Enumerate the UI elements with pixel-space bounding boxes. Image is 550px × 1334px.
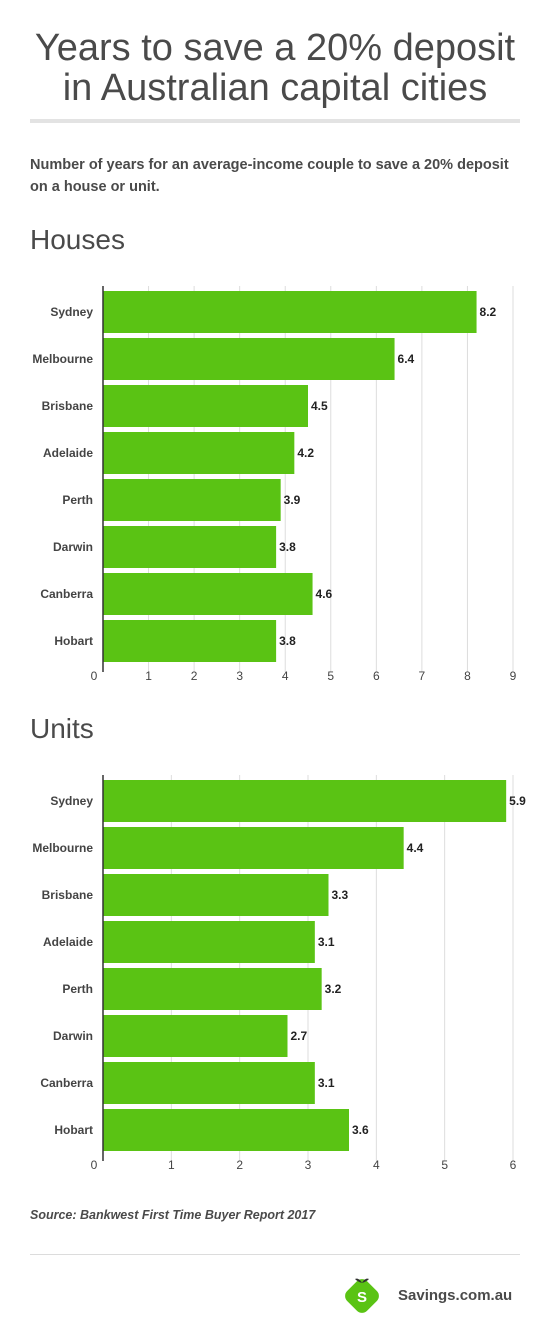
houses-value-label: 4.5 — [311, 399, 328, 413]
houses-bar-darwin — [103, 526, 277, 568]
units-x-tick-label: 0 — [91, 1158, 98, 1172]
houses-x-tick-label: 6 — [373, 669, 380, 683]
units-category-label: Hobart — [54, 1123, 93, 1137]
houses-value-label: 3.9 — [284, 493, 301, 507]
houses-x-tick-label: 8 — [464, 669, 471, 683]
houses-bar-hobart — [103, 620, 277, 662]
houses-heading: Houses — [30, 224, 125, 255]
units-category-label: Darwin — [53, 1029, 93, 1043]
units-x-tick-label: 5 — [441, 1158, 448, 1172]
houses-value-label: 4.6 — [316, 587, 333, 601]
logo-letter: S — [357, 1289, 367, 1306]
houses-bar-brisbane — [103, 385, 308, 427]
units-category-label: Sydney — [50, 794, 93, 808]
houses-category-label: Brisbane — [42, 399, 94, 413]
units-category-label: Adelaide — [43, 935, 93, 949]
houses-category-label: Canberra — [40, 587, 93, 601]
brand-name: Savings.com.au — [398, 1287, 513, 1304]
units-x-tick-label: 1 — [168, 1158, 175, 1172]
units-value-label: 3.1 — [318, 1076, 335, 1090]
units-value-label: 3.2 — [325, 982, 342, 996]
houses-value-label: 3.8 — [279, 634, 296, 648]
units-value-label: 2.7 — [291, 1029, 308, 1043]
units-x-tick-label: 6 — [510, 1158, 517, 1172]
houses-category-label: Perth — [62, 493, 93, 507]
units-value-label: 3.3 — [332, 888, 349, 902]
houses-x-tick-label: 7 — [419, 669, 426, 683]
houses-bar-adelaide — [103, 432, 295, 474]
houses-x-tick-label: 3 — [236, 669, 243, 683]
houses-x-tick-label: 9 — [510, 669, 517, 683]
footer-divider — [30, 1254, 520, 1255]
units-value-label: 4.4 — [407, 841, 424, 855]
houses-category-label: Melbourne — [32, 352, 93, 366]
houses-x-tick-label: 4 — [282, 669, 289, 683]
units-bar-sydney — [103, 780, 507, 822]
units-value-label: 3.6 — [352, 1123, 369, 1137]
savings-logo-icon: S — [345, 1278, 379, 1313]
units-bar-darwin — [103, 1015, 288, 1057]
houses-chart: 0 1 2 3 4 5 6 7 8 9 Sydney 8.2 Melbourne 6.4 Brisbane 4… — [32, 286, 517, 683]
houses-value-label: 4.2 — [297, 446, 314, 460]
units-category-label: Melbourne — [32, 841, 93, 855]
houses-category-label: Adelaide — [43, 446, 93, 460]
title-divider — [30, 119, 520, 123]
units-bar-perth — [103, 968, 322, 1010]
houses-category-label: Darwin — [53, 540, 93, 554]
units-bar-canberra — [103, 1062, 315, 1104]
units-bar-hobart — [103, 1109, 349, 1151]
houses-bar-sydney — [103, 291, 477, 333]
subtitle: Number of years for an average-income co… — [30, 157, 509, 195]
houses-x-tick-label: 0 — [91, 669, 98, 683]
houses-x-tick-label: 1 — [145, 669, 152, 683]
units-bar-brisbane — [103, 874, 329, 916]
units-chart: 0 1 2 3 4 5 6 Sydney 5.9 Melbourne 4.4 Brisbane 3.3 A… — [32, 775, 526, 1172]
units-category-label: Canberra — [40, 1076, 93, 1090]
houses-bar-perth — [103, 479, 281, 521]
houses-value-label: 8.2 — [480, 305, 497, 319]
houses-value-label: 3.8 — [279, 540, 296, 554]
units-category-label: Brisbane — [42, 888, 94, 902]
units-category-label: Perth — [62, 982, 93, 996]
units-x-tick-label: 3 — [305, 1158, 312, 1172]
houses-x-tick-label: 2 — [191, 669, 198, 683]
units-bar-melbourne — [103, 827, 404, 869]
page-title-line-1: Years to save a 20% deposit — [34, 27, 516, 69]
houses-category-label: Sydney — [50, 305, 93, 319]
units-x-tick-label: 4 — [373, 1158, 380, 1172]
source-note: Source: Bankwest First Time Buyer Report… — [30, 1208, 316, 1222]
page-title: Years to save a 20% deposit in Australia… — [0, 28, 550, 108]
houses-bar-canberra — [103, 573, 313, 615]
houses-value-label: 6.4 — [398, 352, 415, 366]
units-value-label: 3.1 — [318, 935, 335, 949]
houses-category-label: Hobart — [54, 634, 93, 648]
houses-x-tick-label: 5 — [327, 669, 334, 683]
houses-bar-melbourne — [103, 338, 395, 380]
units-value-label: 5.9 — [509, 794, 526, 808]
page-title-line-2: in Australian capital cities — [62, 67, 488, 109]
units-bar-adelaide — [103, 921, 315, 963]
units-x-tick-label: 2 — [236, 1158, 243, 1172]
units-heading: Units — [30, 713, 94, 744]
